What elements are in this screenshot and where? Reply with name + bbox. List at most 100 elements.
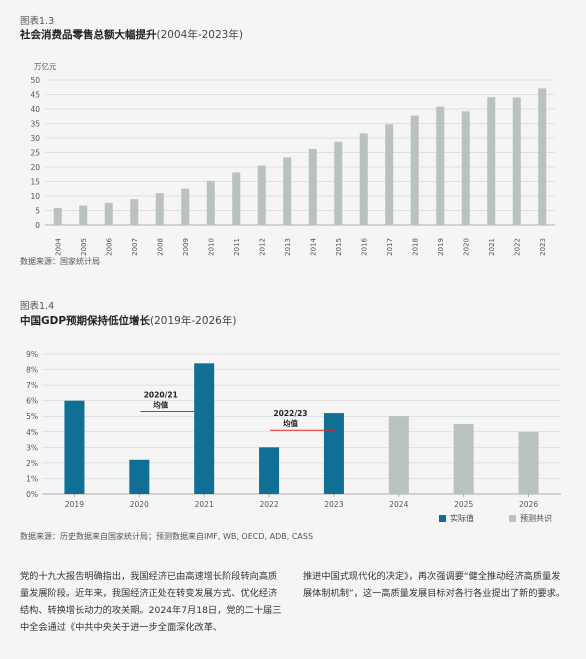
chart1-ytick-label: 10 <box>30 192 40 201</box>
chart1-ytick-label: 35 <box>30 120 40 129</box>
figure-1-4-source: 数据来源：历史数据来自国家统计局；预测数据来自IMF, WB, OECD, AD… <box>20 532 314 541</box>
chart2-average-label: 2020/21 <box>144 391 178 400</box>
chart1-xtick-label: 2008 <box>156 238 164 256</box>
chart2-xtick-label: 2025 <box>454 500 473 509</box>
chart1-xtick-label: 2020 <box>462 238 470 256</box>
chart1-xtick-label: 2013 <box>284 238 292 256</box>
chart1-xtick-label: 2018 <box>411 238 419 256</box>
chart1-ytick-label: 20 <box>30 163 40 172</box>
chart1-xtick-label: 2015 <box>335 238 343 256</box>
chart2-bar-2022 <box>259 447 280 494</box>
chart2-ytick-label: 3% <box>26 443 38 452</box>
chart1-xtick-label: 2011 <box>233 238 241 256</box>
figure-1-3-title-main: 社会消费品零售总额大幅提升 <box>20 29 157 41</box>
chart2-bar-2019 <box>64 400 85 494</box>
chart1-bar-2012 <box>257 165 266 225</box>
figure-1-4-title-range: (2019年-2026年) <box>150 315 237 327</box>
figure-1-4-label: 图表1.4 <box>20 301 55 312</box>
chart1-bar-2005 <box>79 205 88 225</box>
chart1-xtick-label: 2005 <box>80 238 88 256</box>
chart1-xtick-label: 2004 <box>54 237 62 255</box>
chart2-bar-2023 <box>323 413 344 494</box>
chart1-bar-2023 <box>538 88 547 225</box>
chart1-bar-2021 <box>487 97 496 225</box>
retail-sales-chart: 万亿元 0 5 10 15 20 25 30 35 40 45 50 2004 2005 2006 200… <box>30 61 555 256</box>
chart1-bar-2011 <box>232 172 241 225</box>
chart1-bar-2017 <box>385 124 394 225</box>
legend-item-forecast: 预测共识 <box>509 513 552 524</box>
chart2-xtick-label: 2021 <box>195 500 214 509</box>
chart1-xtick-label: 2019 <box>437 238 445 256</box>
chart1-xtick-label: 2017 <box>386 238 394 256</box>
chart2-ytick-label: 0% <box>26 490 38 499</box>
chart1-bar-2014 <box>308 149 317 225</box>
chart2-legend: 实际值 预测共识 <box>439 513 552 524</box>
chart1-xtick-label: 2007 <box>131 238 139 256</box>
figure-1-4-title: 中国GDP预期保持低位增长(2019年-2026年) <box>20 313 236 328</box>
chart1-bar-2019 <box>436 106 445 225</box>
chart2-xtick-label: 2024 <box>389 500 408 509</box>
chart1-ytick-label: 15 <box>30 178 40 187</box>
chart1-bar-2004 <box>53 207 62 225</box>
chart1-bar-2010 <box>206 180 215 225</box>
chart1-bar-2009 <box>181 188 190 225</box>
chart2-ytick-label: 4% <box>26 428 38 437</box>
chart1-xtick-label: 2006 <box>105 237 113 255</box>
chart2-xtick-label: 2023 <box>324 500 343 509</box>
figure-1-4-title-main: 中国GDP预期保持低位增长 <box>20 315 151 327</box>
chart2-ytick-label: 5% <box>26 412 38 421</box>
chart1-xtick-label: 2023 <box>539 238 547 256</box>
figure-1-3-label: 图表1.3 <box>20 16 55 27</box>
chart1-bar-2022 <box>512 97 521 225</box>
chart1-xtick-label: 2021 <box>488 238 496 256</box>
chart2-average-label: 均值 <box>153 400 168 410</box>
chart2-bar-2024 <box>388 416 409 494</box>
chart2-ytick-label: 2% <box>26 459 38 468</box>
chart1-bar-2020 <box>461 111 470 225</box>
chart1-bar-2016 <box>359 133 368 225</box>
chart1-xtick-label: 2022 <box>513 238 521 256</box>
chart2-xtick-label: 2020 <box>130 500 149 509</box>
chart2-average-label: 均值 <box>283 418 298 428</box>
chart2-ytick-label: 1% <box>26 474 38 483</box>
chart1-ytick-label: 50 <box>30 76 40 85</box>
chart1-bar-2007 <box>130 199 139 225</box>
figure-1-3-title: 社会消费品零售总额大幅提升(2004年-2023年) <box>20 27 243 42</box>
chart2-bar-2025 <box>453 424 474 494</box>
figure-1-3-source: 数据来源：国家统计局 <box>20 257 100 266</box>
legend-swatch-actual <box>439 515 446 522</box>
chart2-bar-2021 <box>194 363 215 494</box>
chart2-ytick-label: 8% <box>26 366 38 375</box>
gdp-growth-chart: 0%1%2%3%4%5%6%7%8%9% 2020/21均值2022/23均值 … <box>26 350 561 509</box>
chart1-ylabel: 万亿元 <box>34 61 57 71</box>
chart1-ytick-label: 30 <box>30 134 40 143</box>
chart2-ytick-label: 9% <box>26 350 38 359</box>
chart1-bar-2006 <box>104 202 113 225</box>
chart1-ytick-label: 25 <box>30 149 40 158</box>
chart2-xtick-label: 2022 <box>260 500 279 509</box>
chart1-xtick-label: 2010 <box>207 238 215 256</box>
chart1-bar-2013 <box>283 157 292 225</box>
chart2-xtick-label: 2026 <box>519 500 538 509</box>
chart1-bar-2015 <box>334 141 343 225</box>
chart1-xtick-label: 2016 <box>360 237 368 255</box>
chart2-ytick-label: 7% <box>26 381 38 390</box>
chart1-ytick-label: 5 <box>35 207 40 216</box>
body-text-column-1: 党的十九大报告明确指出，我国经济已由高速增长阶段转向高质量发展阶段。近年来，我国… <box>20 571 282 633</box>
chart2-bar-2020 <box>129 459 150 494</box>
legend-label-forecast: 预测共识 <box>520 514 552 523</box>
chart1-xtick-label: 2009 <box>182 238 190 256</box>
chart1-ytick-label: 40 <box>30 105 40 114</box>
chart1-bar-2018 <box>410 115 419 225</box>
legend-swatch-forecast <box>509 515 516 522</box>
legend-item-actual: 实际值 <box>439 513 474 524</box>
chart1-xtick-label: 2014 <box>309 237 317 255</box>
chart2-ytick-label: 6% <box>26 397 38 406</box>
chart1-ytick-label: 45 <box>30 91 40 100</box>
chart2-bar-2026 <box>518 431 539 494</box>
chart1-ytick-label: 0 <box>35 221 40 230</box>
figure-1-3-title-range: (2004年-2023年) <box>156 29 243 41</box>
legend-label-actual: 实际值 <box>450 514 474 523</box>
body-text-column-2: 推进中国式现代化的决定》，再次强调要“健全推动经济高质量发展体制机制”，这一高质… <box>303 571 566 599</box>
chart2-average-label: 2022/23 <box>273 409 307 418</box>
